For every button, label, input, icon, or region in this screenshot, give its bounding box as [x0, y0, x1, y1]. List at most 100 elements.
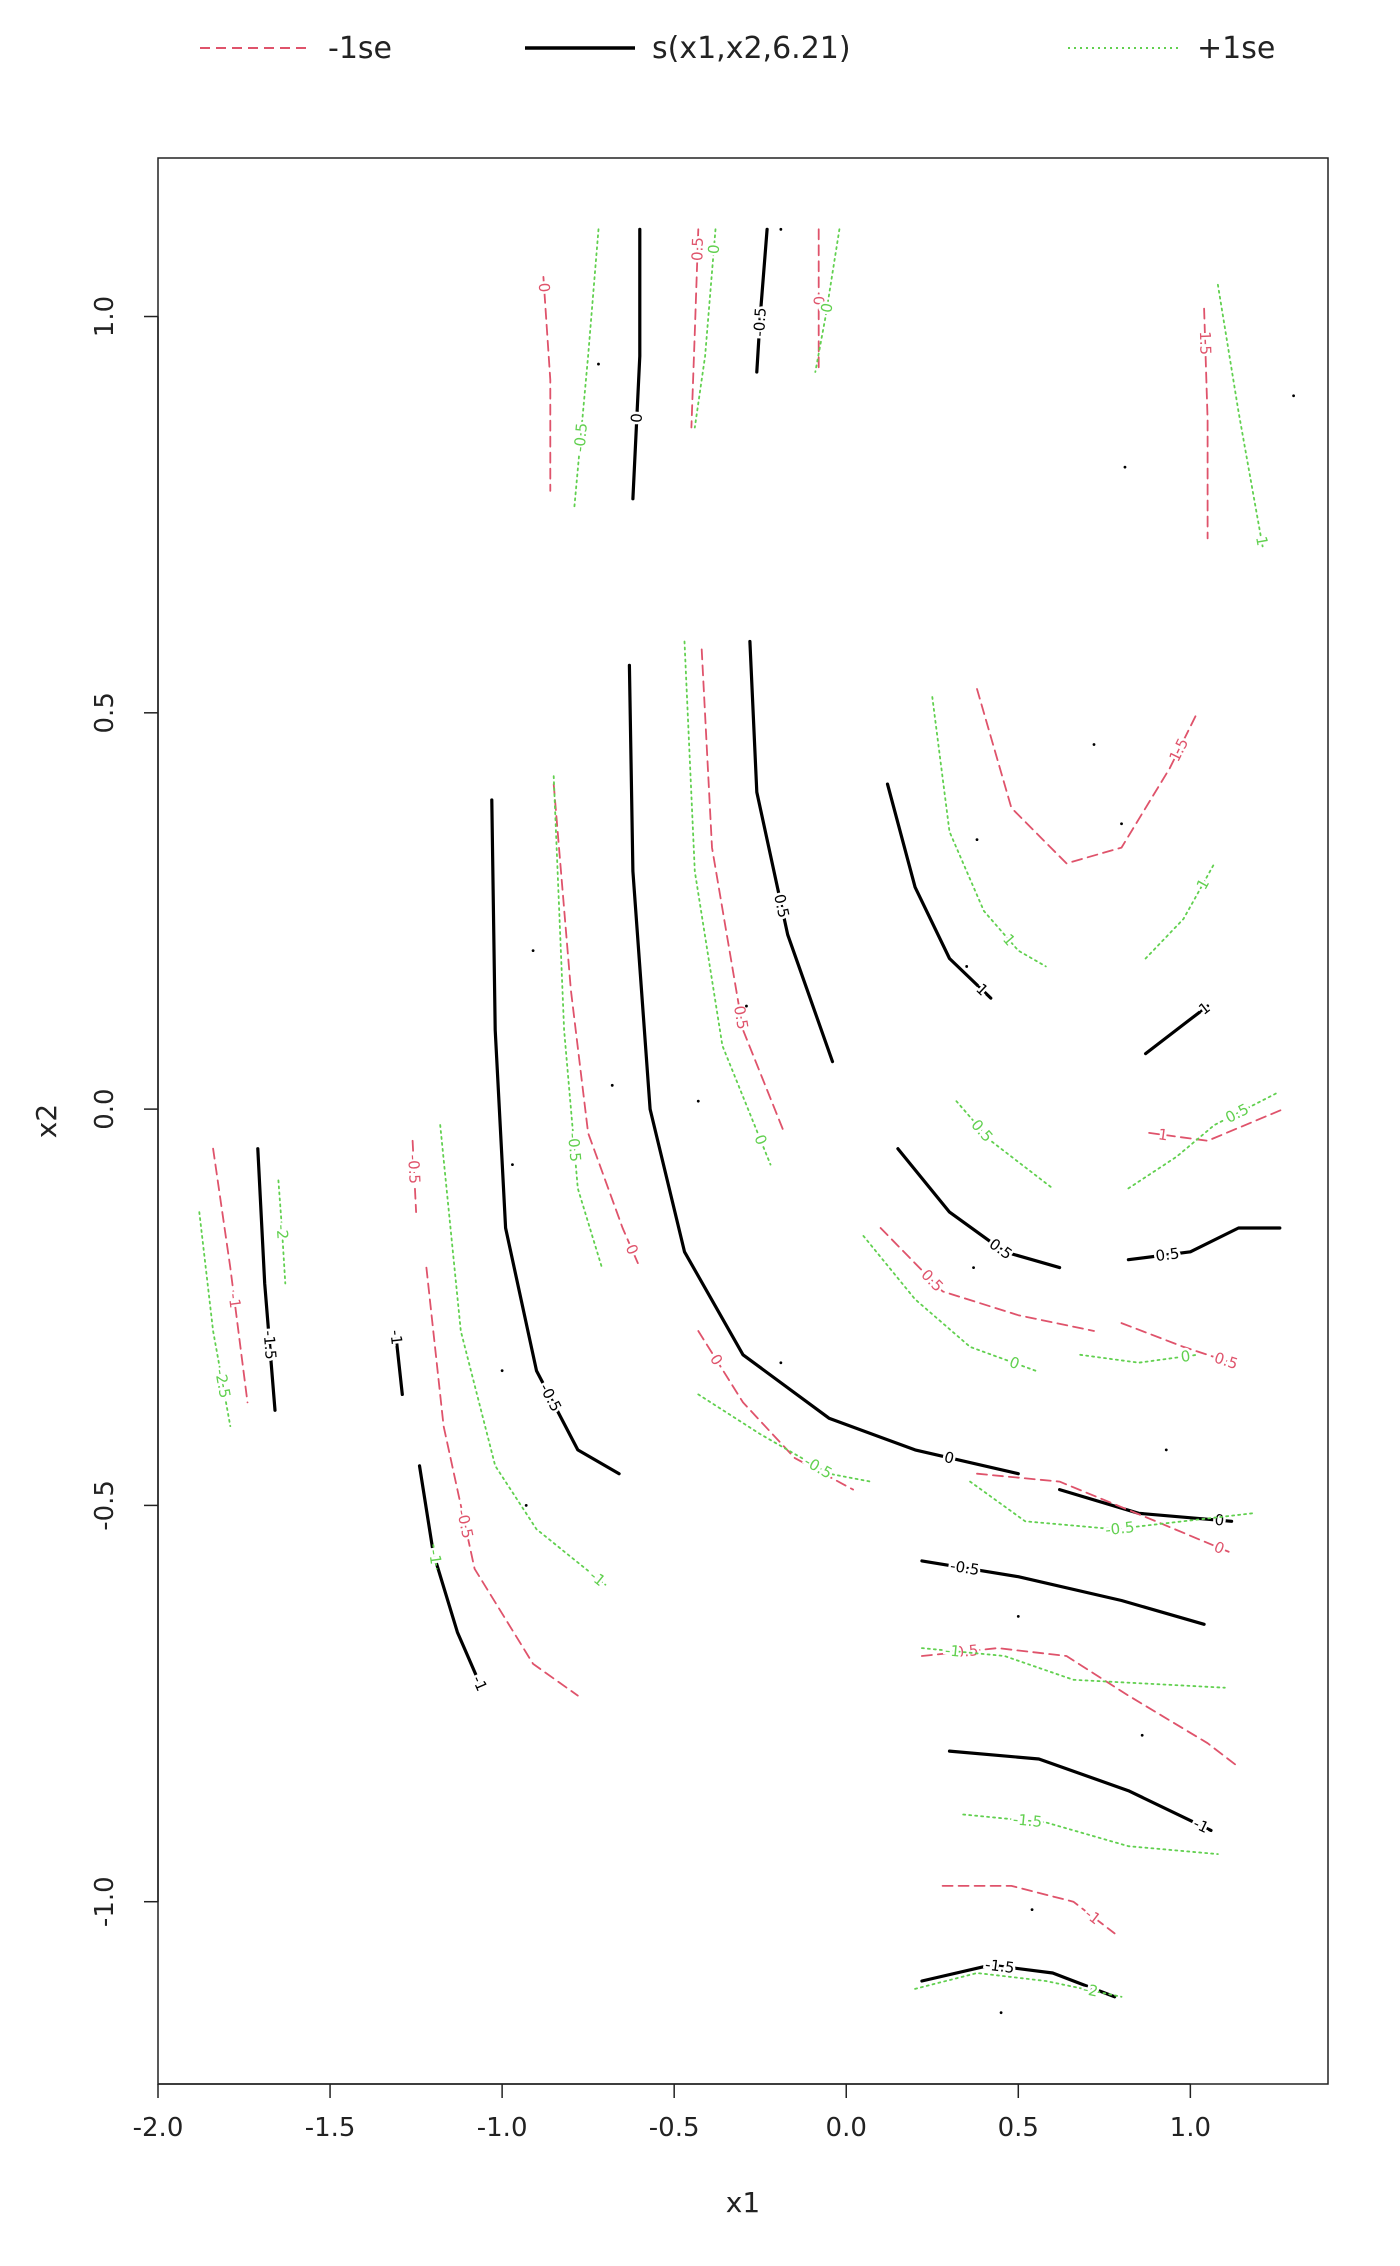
contour-label: -1 [468, 1673, 490, 1694]
y-axis-title: x2 [30, 1104, 63, 1138]
contour-fit [885, 782, 993, 1000]
data-point [1123, 465, 1127, 469]
data-point [1120, 822, 1123, 826]
contour-label: 0 [810, 296, 828, 306]
contour-plus [432, 1544, 438, 1570]
contour-label: 0 [1214, 1511, 1225, 1530]
y-tick-label: 1.0 [90, 296, 120, 337]
contour-label: -0.5 [949, 1557, 981, 1579]
contour-label: 0 [1007, 1353, 1022, 1373]
contour-fit [896, 1147, 1062, 1270]
data-point [1092, 743, 1096, 746]
contour-plus [921, 1647, 1226, 1689]
data-point [696, 1099, 700, 1103]
contour-label: 0.5 [1155, 1244, 1181, 1265]
contour-label: -1.5 [1012, 1810, 1043, 1831]
contour-minus [1148, 1108, 1285, 1142]
data-point [779, 1361, 783, 1365]
contour-label: -0.5 [1104, 1518, 1135, 1539]
contour-minus [425, 1266, 579, 1697]
data-point [610, 1083, 614, 1087]
contour-label: -1.5 [984, 1956, 1015, 1978]
x-tick-label: -1.0 [477, 2113, 528, 2143]
contour-label: 0 [628, 413, 646, 423]
x-tick-label: -1.5 [305, 2113, 356, 2143]
data-points [500, 227, 1295, 2015]
contour-plus [1217, 283, 1264, 548]
contour-label: 0 [705, 244, 724, 255]
contour-minus [411, 1139, 418, 1213]
contour-label: 0 [706, 1351, 726, 1369]
contour-label: 0.5 [986, 1235, 1016, 1264]
contour-plus [814, 228, 841, 373]
contour-label: -0.5 [564, 1132, 584, 1163]
y-tick-label: -1.0 [90, 1876, 120, 1927]
x-axis: -2.0 -1.5 -1.0 -0.5 0.0 0.5 1.0 [133, 2083, 1211, 2143]
x-tick-label: 0.5 [998, 2113, 1039, 2143]
data-point [524, 1504, 528, 1507]
legend-label-fit: s(x1,x2,6.21) [652, 31, 851, 66]
contour-label: -0.5 [453, 1508, 477, 1540]
data-point [597, 362, 600, 366]
contour-fit [256, 1147, 277, 1412]
contour-label: 0 [1211, 1538, 1227, 1558]
contour-minus [552, 783, 641, 1269]
contour-minus [941, 1885, 1116, 1935]
contour-label: 0 [942, 1448, 955, 1468]
contour-label: 1.5 [1196, 331, 1215, 355]
data-point [1016, 1614, 1020, 1618]
contour-fit [947, 1749, 1213, 1833]
contour-label: -1 [225, 1292, 245, 1309]
contour-label: 0 [535, 282, 554, 293]
contour-label: 0.5 [770, 892, 793, 919]
contour-plus [697, 1393, 872, 1483]
contour-minus [976, 1472, 1233, 1554]
contour-fit [920, 1963, 1117, 1999]
contour-minus [1203, 307, 1209, 540]
contour-plus [931, 696, 1047, 968]
legend: -1se s(x1,x2,6.21) +1se [200, 31, 1275, 66]
contour-fit [490, 798, 621, 1476]
contour-label: 0 [817, 302, 836, 314]
contour-fit [755, 227, 769, 374]
contour-label: -1 [386, 1329, 406, 1346]
contour-minus [697, 1330, 854, 1491]
contour-label: 0.5 [730, 1004, 752, 1031]
contour-label: 1 [1195, 998, 1214, 1018]
contour-fit [1143, 1004, 1210, 1056]
contour-fit [920, 1559, 1206, 1626]
contour-plus [198, 1211, 232, 1427]
legend-item-fit: s(x1,x2,6.21) [525, 31, 851, 66]
x-tick-label: -2.0 [133, 2113, 184, 2143]
legend-label-plus: +1se [1197, 31, 1275, 66]
data-point [500, 1369, 504, 1373]
contour-plus [439, 1124, 607, 1586]
contour-fit [1126, 1226, 1282, 1262]
contour-label: 0.5 [1222, 1100, 1251, 1127]
x-tick-label: 0.0 [826, 2113, 867, 2143]
contour-plus [1079, 1353, 1199, 1364]
contour-fit [748, 639, 835, 1064]
contour-fit [631, 227, 642, 501]
contour-plus [573, 228, 600, 508]
legend-item-plus: +1se [1068, 31, 1275, 66]
legend-item-minus: -1se [200, 31, 392, 66]
contour-minus [700, 648, 786, 1134]
x-axis-title: x1 [726, 2186, 760, 2219]
contour-label: 0.5 [688, 237, 707, 261]
contour-label: 0 [750, 1132, 770, 1148]
data-point [965, 965, 969, 968]
contour-label: -0.5 [536, 1380, 565, 1414]
data-point [511, 1163, 514, 1166]
data-point [1030, 1908, 1034, 1912]
contour-minus [542, 275, 552, 492]
contour-minus [921, 1647, 1240, 1768]
x-tick-label: -0.5 [649, 2113, 700, 2143]
contour-minus [1120, 1322, 1233, 1364]
contour-plus [1144, 862, 1216, 960]
plot-frame [157, 157, 1329, 2085]
x-tick-label: 1.0 [1170, 2113, 1211, 2143]
data-point [1292, 394, 1295, 398]
